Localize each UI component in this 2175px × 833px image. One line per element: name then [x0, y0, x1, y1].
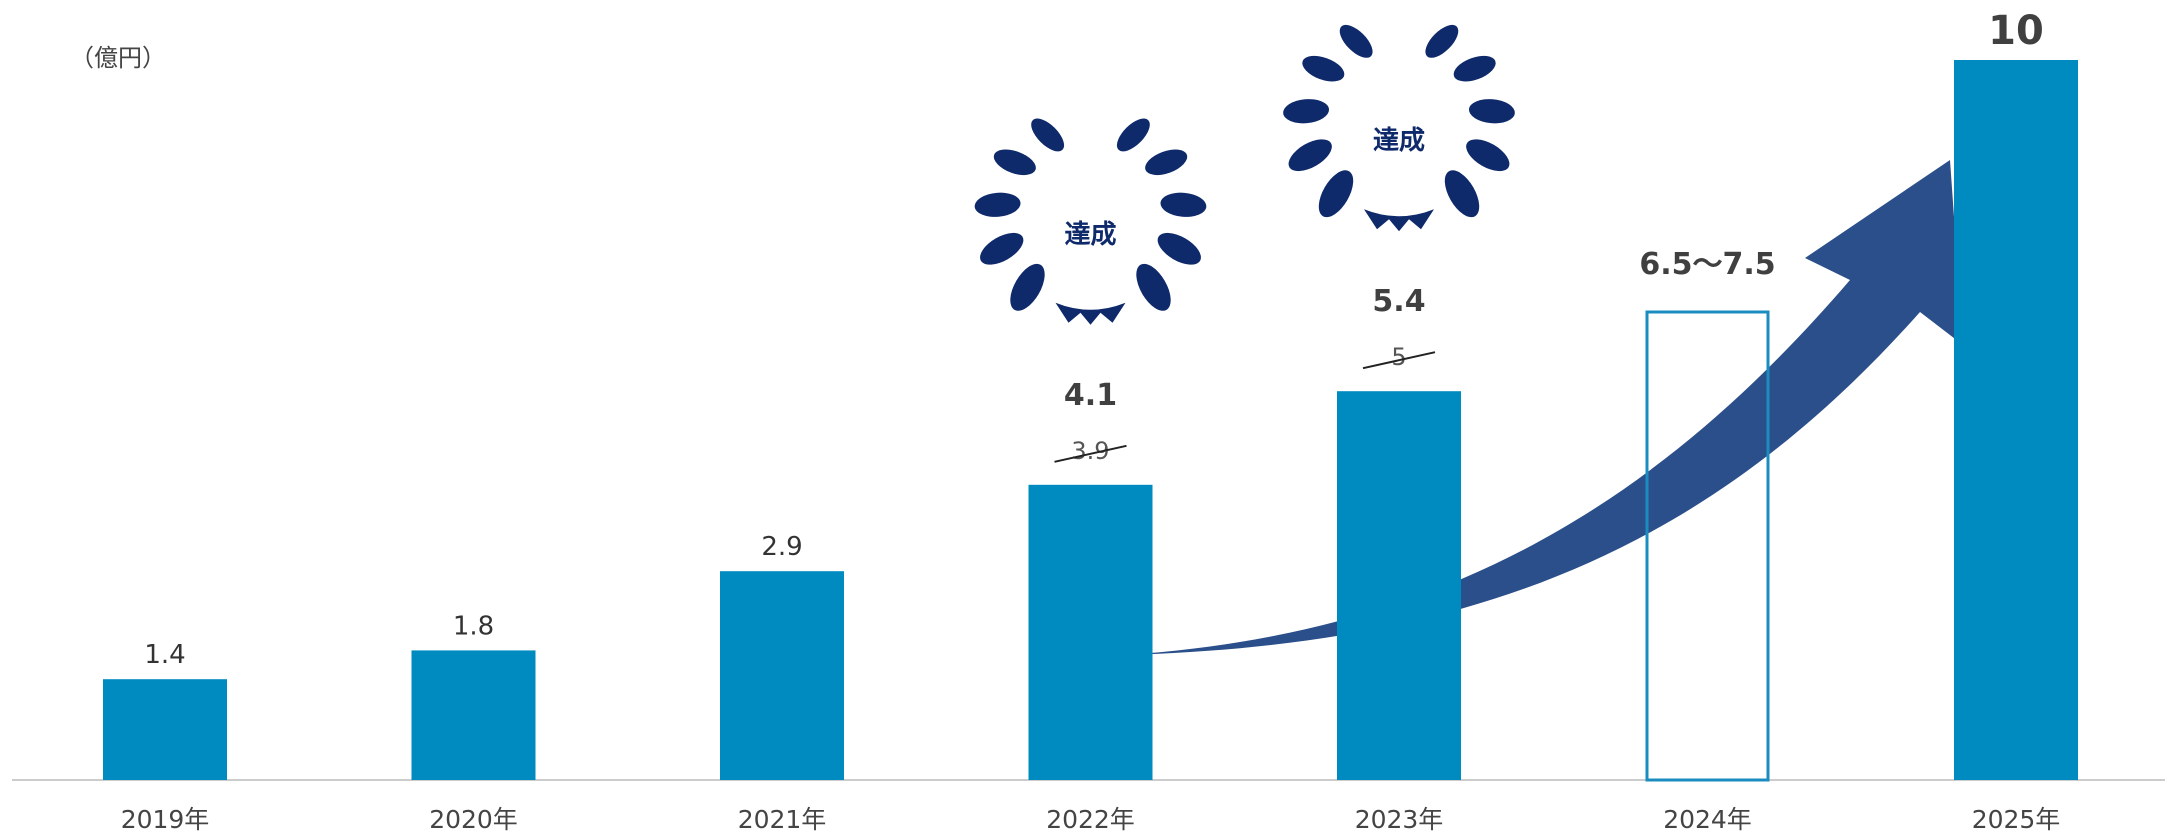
laurel-badge-icon	[974, 118, 1207, 325]
laurel-badge-icon	[1283, 24, 1515, 232]
data-label: 4.1	[1064, 378, 1117, 413]
struck-target-label: 5	[1391, 343, 1406, 371]
data-label: 1.8	[453, 611, 494, 641]
bar-2019年	[103, 679, 227, 780]
x-tick-label: 2023年	[1355, 805, 1444, 833]
data-label: 5.4	[1372, 284, 1425, 319]
x-tick-label: 2022年	[1046, 805, 1135, 833]
growth-arrow	[1125, 160, 1963, 655]
strike-line	[1054, 444, 1127, 463]
bar-2020年	[411, 650, 536, 780]
badge-label: 達成	[1373, 126, 1425, 156]
bar-2022年	[1028, 484, 1153, 780]
data-label: 10	[1988, 8, 2044, 54]
data-label: 6.5〜7.5	[1639, 247, 1775, 282]
bar-2025年	[1954, 60, 2078, 780]
bar-2023年	[1337, 391, 1461, 780]
unit-label: （億円）	[70, 44, 166, 72]
data-label: 1.4	[144, 640, 185, 670]
bar-2021年	[720, 571, 844, 780]
data-label: 2.9	[761, 532, 802, 562]
x-tick-label: 2021年	[738, 805, 827, 833]
x-tick-label: 2025年	[1972, 805, 2061, 833]
badge-label: 達成	[1064, 220, 1116, 250]
x-tick-label: 2024年	[1663, 805, 1752, 833]
target-range-bar	[1645, 310, 1770, 782]
x-tick-label: 2020年	[429, 805, 518, 833]
strike-line	[1362, 351, 1436, 370]
x-tick-label: 2019年	[121, 805, 210, 833]
